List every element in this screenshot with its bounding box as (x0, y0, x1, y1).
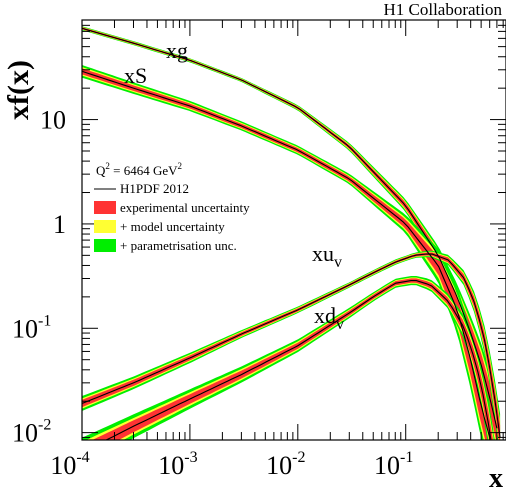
chart-title: H1 Collaboration (383, 0, 502, 19)
legend-entry-label: + model uncertainty (120, 219, 225, 234)
x-axis-title: x (489, 463, 503, 491)
curve-xuv (82, 253, 501, 438)
y-tick-label: 10-2 (12, 417, 51, 448)
curve-xdv (104, 280, 492, 440)
y-tick-label: 10-1 (12, 312, 51, 343)
curve-label-xuv: xuv (312, 241, 342, 271)
curve-xS (82, 70, 491, 438)
curve-xg (82, 27, 498, 429)
legend-swatch-band (94, 239, 116, 252)
legend-swatch-band (94, 201, 116, 214)
curve-label-xg: xg (166, 38, 188, 63)
x-tick-label: 10-4 (50, 449, 89, 480)
y-tick-label: 10 (40, 106, 66, 135)
legend-entry-label: experimental uncertainty (120, 200, 250, 215)
plot-frame (81, 19, 506, 441)
legend-swatch-band (94, 220, 116, 233)
x-tick-label: 10-3 (158, 449, 197, 480)
band-exp-xdv (92, 278, 494, 440)
legend-q2: Q2 = 6464 GeV2 (96, 161, 182, 178)
y-axis-title: xf(x) (2, 60, 35, 120)
curve-label-xS: xS (124, 63, 147, 88)
legend-entry-label: H1PDF 2012 (120, 181, 189, 196)
curve-label-xdv: xdv (314, 303, 344, 333)
x-tick-label: 10-2 (266, 449, 305, 480)
legend: Q2 = 6464 GeV2 H1PDF 2012 experimental unc… (94, 161, 250, 253)
legend-entry-label: + parametrisation unc. (120, 238, 237, 253)
y-tick-label: 1 (53, 210, 66, 239)
x-tick-label: 10-1 (374, 449, 413, 480)
